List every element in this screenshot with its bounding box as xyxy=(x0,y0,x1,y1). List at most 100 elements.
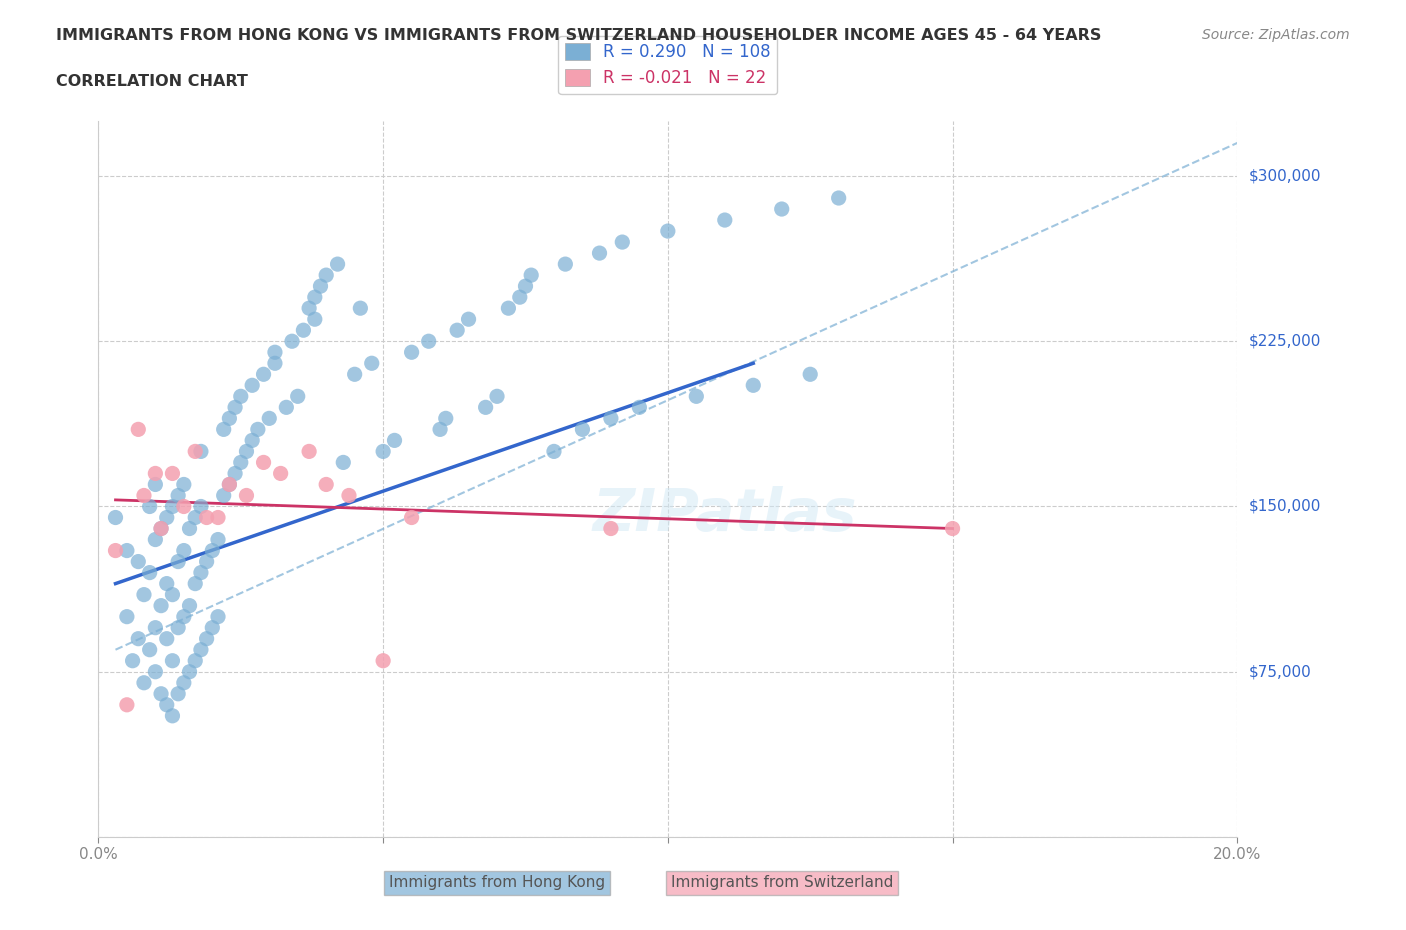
Point xyxy=(179,664,201,679)
Point xyxy=(628,400,651,415)
Text: $300,000: $300,000 xyxy=(1249,168,1320,183)
Text: Source: ZipAtlas.com: Source: ZipAtlas.com xyxy=(1202,28,1350,42)
Point xyxy=(429,422,451,437)
Point xyxy=(298,300,321,315)
Point xyxy=(115,609,138,624)
Point xyxy=(115,543,138,558)
Point xyxy=(132,488,155,503)
Point xyxy=(167,620,190,635)
Point xyxy=(657,223,679,238)
Point xyxy=(337,488,360,503)
Point xyxy=(156,698,179,712)
Point xyxy=(315,268,337,283)
Point xyxy=(515,279,537,294)
Point xyxy=(259,411,281,426)
Point xyxy=(145,664,167,679)
Point xyxy=(264,356,287,371)
Point xyxy=(184,510,207,525)
Point xyxy=(218,411,240,426)
Point xyxy=(218,477,240,492)
Point xyxy=(742,378,765,392)
Point xyxy=(446,323,468,338)
Point xyxy=(167,686,190,701)
Point xyxy=(401,510,423,525)
Point xyxy=(162,653,184,668)
Point xyxy=(309,279,332,294)
Point xyxy=(212,488,235,503)
Point xyxy=(207,510,229,525)
Point xyxy=(150,686,173,701)
Point xyxy=(360,356,382,371)
Point xyxy=(173,543,195,558)
Point xyxy=(714,213,737,228)
Point xyxy=(287,389,309,404)
Point xyxy=(343,366,366,381)
Point xyxy=(212,422,235,437)
Legend: R = 0.290   N = 108, R = -0.021   N = 22: R = 0.290 N = 108, R = -0.021 N = 22 xyxy=(558,36,778,94)
Point xyxy=(156,510,179,525)
Point xyxy=(132,587,155,602)
Point xyxy=(184,444,207,458)
Point xyxy=(167,554,190,569)
Point xyxy=(127,554,149,569)
Point xyxy=(373,653,395,668)
Text: CORRELATION CHART: CORRELATION CHART xyxy=(56,74,247,89)
Point xyxy=(600,411,623,426)
Point xyxy=(173,609,195,624)
Point xyxy=(588,246,610,260)
Point xyxy=(167,488,190,503)
Point xyxy=(162,499,184,514)
Point xyxy=(252,455,274,470)
Point xyxy=(150,521,173,536)
Point xyxy=(600,521,623,536)
Point xyxy=(401,345,423,360)
Point xyxy=(229,389,252,404)
Point xyxy=(240,378,263,392)
Point xyxy=(184,577,207,591)
Point xyxy=(150,598,173,613)
Point xyxy=(145,477,167,492)
Point xyxy=(162,709,184,724)
Point xyxy=(384,433,406,448)
Point xyxy=(156,631,179,646)
Text: $75,000: $75,000 xyxy=(1249,664,1312,679)
Point xyxy=(138,565,160,580)
Point xyxy=(571,422,593,437)
Text: IMMIGRANTS FROM HONG KONG VS IMMIGRANTS FROM SWITZERLAND HOUSEHOLDER INCOME AGES: IMMIGRANTS FROM HONG KONG VS IMMIGRANTS … xyxy=(56,28,1102,43)
Point xyxy=(190,444,212,458)
Point xyxy=(942,521,965,536)
Point xyxy=(207,609,229,624)
Point xyxy=(190,565,212,580)
Point xyxy=(270,466,292,481)
Point xyxy=(486,389,509,404)
Point xyxy=(612,234,634,249)
Point xyxy=(298,444,321,458)
Point xyxy=(179,598,201,613)
Point xyxy=(543,444,565,458)
Point xyxy=(828,191,851,206)
Point xyxy=(457,312,479,326)
Point xyxy=(115,698,138,712)
Point xyxy=(104,510,127,525)
Point xyxy=(190,643,212,658)
Point xyxy=(145,466,167,481)
Point xyxy=(498,300,520,315)
Point xyxy=(246,422,269,437)
Point xyxy=(264,345,287,360)
Point xyxy=(190,499,212,514)
Point xyxy=(799,366,821,381)
Text: $150,000: $150,000 xyxy=(1249,499,1320,514)
Point xyxy=(520,268,543,283)
Point xyxy=(315,477,337,492)
Point xyxy=(179,521,201,536)
Point xyxy=(207,532,229,547)
Point xyxy=(150,521,173,536)
Point xyxy=(229,455,252,470)
Point xyxy=(224,400,246,415)
Point xyxy=(162,466,184,481)
Text: Immigrants from Switzerland: Immigrants from Switzerland xyxy=(671,875,893,890)
Point xyxy=(326,257,349,272)
Point xyxy=(349,300,371,315)
Point xyxy=(121,653,143,668)
Point xyxy=(235,488,257,503)
